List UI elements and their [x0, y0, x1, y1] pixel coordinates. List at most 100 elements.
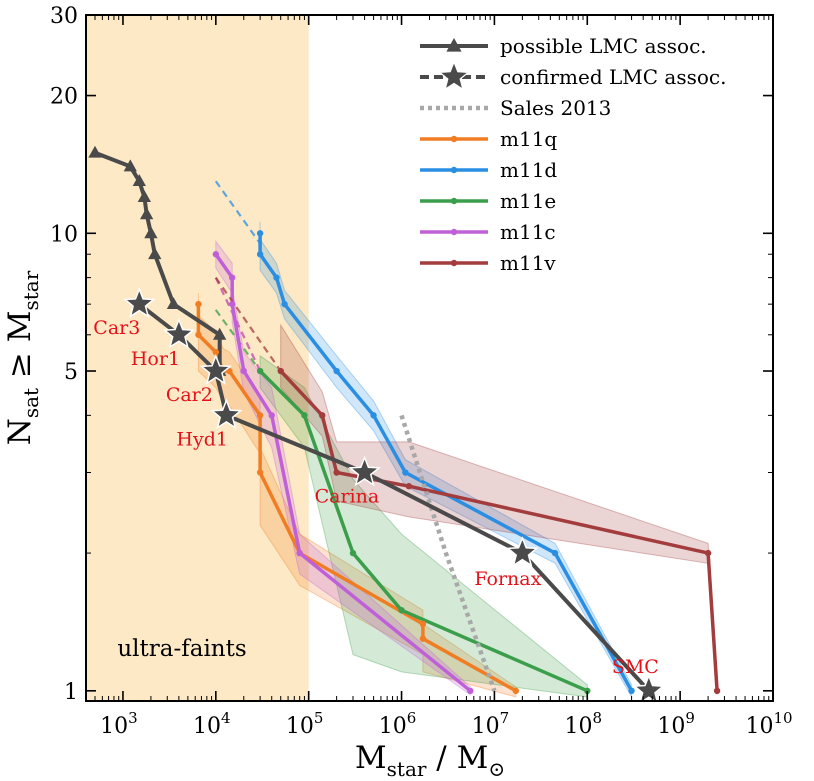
legend-label: m11v [500, 251, 556, 275]
legend-label: possible LMC assoc. [500, 34, 707, 58]
m11d-point [281, 300, 288, 308]
y-tick-label: 5 [64, 360, 78, 385]
legend-confirmed-lmc-assoc: confirmed LMC assoc. [420, 60, 726, 91]
ultra-faint-region [86, 15, 309, 701]
x-tick-label: 108 [564, 709, 602, 739]
m11c-point [228, 300, 236, 308]
m11q-point [195, 300, 202, 308]
m11d-point [402, 469, 409, 476]
annotation-smc: SMC [612, 656, 659, 678]
m11e-point [301, 412, 308, 419]
y-tick-label: 20 [50, 85, 78, 110]
m11q-point [419, 635, 427, 642]
m11c-point [268, 412, 275, 419]
x-tick-label: 1010 [745, 709, 792, 739]
m11q-point [226, 367, 233, 375]
m11e-point [349, 549, 357, 557]
legend-m11c: m11c [420, 220, 556, 244]
legend-label: m11c [500, 220, 556, 244]
annotation-car2: Car2 [166, 384, 213, 406]
m11v-point [319, 412, 326, 419]
m11c-point [467, 687, 474, 695]
annotation-carina: Carina [315, 486, 380, 508]
confirmed-lmc-star [162, 317, 196, 349]
m11v-band [280, 323, 718, 695]
x-tick-label: 109 [657, 709, 695, 739]
legend-m11e: m11e [420, 189, 556, 213]
legend-label: Sales 2013 [500, 96, 611, 120]
m11q-point [195, 331, 202, 338]
confirmed-lmc-star [506, 536, 539, 567]
legend-triangle [446, 38, 462, 52]
m11d-point [256, 251, 264, 258]
m11d-point [273, 274, 280, 281]
m11c-point [240, 367, 247, 375]
legend-label: m11q [500, 127, 557, 151]
m11d-point [551, 549, 559, 557]
ultra-faint-label: ultra-faints [117, 636, 246, 662]
x-axis-label: Mstar / M⊙ [355, 740, 505, 781]
annotation-car3: Car3 [93, 317, 140, 339]
confirmed-lmc-star [210, 398, 243, 430]
y-tick-label: 10 [50, 222, 78, 247]
m11c-point [296, 549, 303, 557]
x-tick-label: 106 [379, 709, 417, 739]
m11v-point [704, 549, 712, 557]
possible-lmc-point [213, 327, 227, 340]
legend-dot [450, 197, 458, 205]
m11c-point [212, 251, 220, 258]
legend-m11q: m11q [420, 127, 557, 151]
legend-dot [450, 166, 458, 174]
sales-2013-line [399, 414, 497, 692]
possible-lmc-point [123, 159, 137, 172]
m11d-point [628, 687, 635, 695]
annotation-hor1: Hor1 [131, 348, 180, 370]
y-tick-label: 30 [50, 4, 78, 29]
x-tick-label: 107 [472, 709, 510, 739]
m11v-point [277, 367, 284, 375]
m11q-point [256, 469, 264, 476]
m11v-point [405, 483, 413, 490]
legend-label: m11d [500, 158, 557, 182]
legend-m11d: m11d [420, 158, 557, 182]
confirmed-lmc-star [123, 287, 156, 318]
possible-lmc-point [88, 145, 102, 158]
annotation-hyd1: Hyd1 [176, 428, 228, 450]
legend-star [438, 60, 470, 91]
m11v-point [333, 469, 340, 476]
confirmed-lmc-star [199, 353, 233, 385]
x-tick-label: 104 [193, 709, 231, 739]
legend-label: m11e [500, 189, 556, 213]
possible-lmc-point [137, 190, 152, 202]
legend-dot [450, 259, 458, 267]
confirmed-lmc-star [348, 455, 381, 487]
x-tick-label: 105 [286, 709, 324, 739]
confirmed-lmc-star [632, 673, 666, 705]
m11e-point [584, 687, 591, 695]
m11v-point [713, 687, 721, 695]
m11q-point [256, 412, 264, 419]
x-tick-label: 103 [100, 709, 138, 739]
legend: possible LMC assoc. confirmed LMC assoc. S… [420, 34, 726, 275]
annotation-fornax: Fornax [474, 568, 541, 590]
legend-dot [450, 135, 458, 143]
y-axis-label: Nsat ≥ Mstar [2, 270, 43, 445]
legend-possible-lmc-assoc: possible LMC assoc. [420, 34, 707, 58]
m11e-point [256, 367, 264, 375]
possible-lmc-point [132, 174, 146, 187]
m11e-point [398, 607, 405, 614]
legend-sales-2013: Sales 2013 [420, 96, 611, 120]
legend-dot [450, 228, 458, 236]
m11d-extrapolation [214, 180, 261, 245]
m11d-point [256, 230, 264, 237]
m11d-point [333, 367, 340, 375]
possible-lmc-point [166, 297, 181, 310]
m11c-point [228, 274, 236, 281]
m11c-extrapolation [214, 277, 262, 372]
possible-lmc-point [140, 207, 154, 220]
y-tick-label: 1 [64, 680, 78, 705]
possible-lmc-point [144, 226, 158, 239]
m11q-point [212, 348, 220, 356]
m11q-point [512, 687, 520, 695]
